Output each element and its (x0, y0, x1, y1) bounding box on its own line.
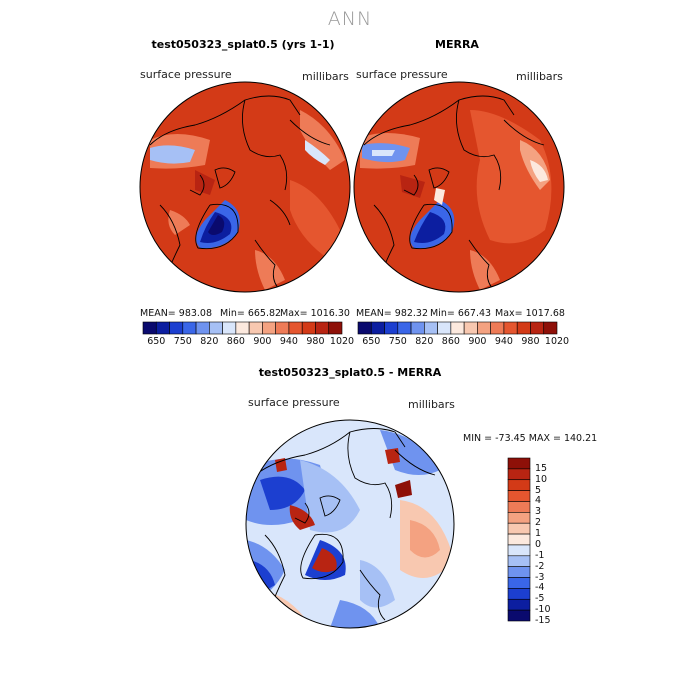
diff-colorbar-swatch (507, 555, 531, 567)
diff-colorbar-swatch (507, 609, 531, 622)
panel-2-colorbar-tick-label: 940 (494, 336, 513, 347)
panel-2-colorbar-tick-label: 750 (388, 336, 407, 347)
panel-2-colorbar-swatch (424, 321, 438, 335)
panel-1-colorbar-swatch (262, 321, 276, 335)
panel-2-variable-label: surface pressure (356, 68, 448, 81)
diff-colorbar-swatch (507, 501, 531, 513)
panel-2-colorbar-swatch (490, 321, 505, 335)
diff-colorbar-tick-label: -5 (535, 593, 545, 605)
colorbars (142, 321, 558, 622)
diff-colorbar-tick-label: 0 (535, 538, 542, 550)
diff-colorbar-swatch (507, 598, 531, 611)
panel-2-colorbar-tick-label: 860 (441, 336, 460, 347)
panel-1-colorbar-tick-label: 820 (200, 336, 219, 347)
diff-panel-title: test050323_splat0.5 - MERRA (258, 366, 442, 379)
panel-1-colorbar-tick-label: 750 (173, 336, 192, 347)
panel-2-colorbar-swatch (503, 321, 518, 335)
panel-1-colorbar-swatch (288, 321, 303, 335)
diff-colorbar-tick-label: -15 (535, 615, 551, 626)
diff-colorbar-swatch (507, 522, 531, 535)
panel-2-colorbar-swatch (516, 321, 531, 335)
diff-colorbar-swatch (507, 588, 531, 600)
panel-1-colorbar-swatch (301, 321, 316, 335)
diff-colorbar-tick-label: 3 (535, 506, 542, 518)
panel-1-colorbar-swatch (209, 321, 223, 335)
panel-2-colorbar-swatch (437, 321, 452, 335)
panel-1-mean: MEAN= 983.08 (140, 308, 213, 319)
panel-2-colorbar-tick-label: 650 (362, 336, 381, 347)
panel-1-units-label: millibars (302, 70, 349, 83)
panel-2-colorbar-swatch (477, 321, 491, 335)
diff-colorbar-swatch (507, 490, 531, 502)
panel-1-colorbar-tick-label: 980 (306, 336, 325, 347)
diff-colorbar-tick-label: 1 (535, 528, 542, 540)
panel-1-colorbar-tick-label: 650 (147, 336, 166, 347)
diff-colorbar-swatch (507, 457, 531, 470)
panel-2-colorbar-swatch (370, 321, 385, 335)
diff-panel-variable-label: surface pressure (248, 396, 340, 409)
diff-colorbar-swatch (507, 544, 531, 557)
panel-1-colorbar-swatch (142, 321, 157, 335)
panel-2-colorbar-tick-label: 900 (468, 336, 487, 347)
diff-colorbar-swatch (507, 533, 531, 546)
diff-colorbar-swatch (507, 479, 531, 491)
panel-1-colorbar-swatch (155, 321, 170, 335)
panel-2-colorbar-swatch (530, 321, 545, 335)
diff-minmax: MIN = -73.45 MAX = 140.21 (463, 433, 598, 444)
panel-2-colorbar-swatch (384, 321, 399, 335)
panel-1-colorbar-swatch (195, 321, 210, 335)
panel-1-colorbar-tick-label: 1020 (329, 336, 355, 347)
diff-colorbar-tick-label: -1 (535, 549, 545, 561)
panel-2-colorbar-swatch (357, 321, 372, 335)
panel-1-colorbar-swatch (169, 321, 184, 335)
panel-1-variable-label: surface pressure (140, 68, 232, 81)
panel-1-colorbar-swatch (275, 321, 290, 335)
diff-colorbar-swatch (507, 566, 531, 578)
diff-colorbar-swatch (507, 468, 531, 481)
panel-2-map (353, 81, 565, 293)
panel-1-colorbar-tick-label: 860 (226, 336, 245, 347)
panel-1-title: test050323_splat0.5 (yrs 1-1) (151, 38, 335, 51)
diff-colorbar-swatch (507, 577, 531, 589)
panel-2-mean: MEAN= 982.32 (356, 308, 429, 319)
panel-1-colorbar-swatch (235, 321, 250, 335)
panel-2-max: Max= 1017.68 (495, 308, 565, 319)
diff-colorbar-tick-label: 5 (535, 484, 542, 496)
panel-1-min: Min= 665.82 (220, 308, 282, 319)
diff-panel-units-label: millibars (408, 398, 455, 411)
panel-2-colorbar-swatch (543, 321, 558, 335)
panel-1-map (139, 81, 351, 293)
diff-colorbar-swatch (507, 512, 531, 524)
diff-map (245, 419, 455, 629)
panel-2-title: MERRA (435, 38, 479, 51)
panel-1-max: Max= 1016.30 (280, 308, 350, 319)
panel-1-colorbar-tick-label: 900 (253, 336, 272, 347)
panel-2-colorbar-swatch (450, 321, 465, 335)
panel-2-colorbar-swatch (463, 321, 478, 335)
panel-2-min: Min= 667.43 (430, 308, 492, 319)
panel-1-colorbar-swatch (182, 321, 197, 335)
panel-1-colorbar-swatch (248, 321, 263, 335)
panel-1-colorbar-swatch (328, 321, 343, 335)
diff-colorbar-tick-label: -3 (535, 571, 545, 583)
panel-2-colorbar-tick-label: 1020 (544, 336, 570, 347)
panel-1-colorbar-tick-label: 940 (279, 336, 298, 347)
panel-2-colorbar-tick-label: 980 (521, 336, 540, 347)
diff-colorbar-tick-label: 2 (535, 517, 542, 529)
diff-colorbar-tick-label: -2 (535, 560, 545, 572)
panel-1-colorbar-swatch (222, 321, 237, 335)
diff-colorbar-tick-label: 15 (535, 462, 548, 474)
panel-2-units-label: millibars (516, 70, 563, 83)
panel-2-colorbar-tick-label: 820 (415, 336, 434, 347)
panel-1-colorbar-swatch (315, 321, 330, 335)
diff-colorbar-tick-label: 4 (535, 495, 542, 507)
diff-colorbar-tick-label: -4 (535, 582, 545, 594)
panel-2-colorbar-swatch (410, 321, 425, 335)
diff-colorbar-tick-label: 10 (535, 473, 548, 485)
main-title: ANN (327, 8, 373, 30)
panel-2-colorbar-swatch (397, 321, 412, 335)
diff-colorbar-tick-label: -10 (535, 604, 551, 616)
